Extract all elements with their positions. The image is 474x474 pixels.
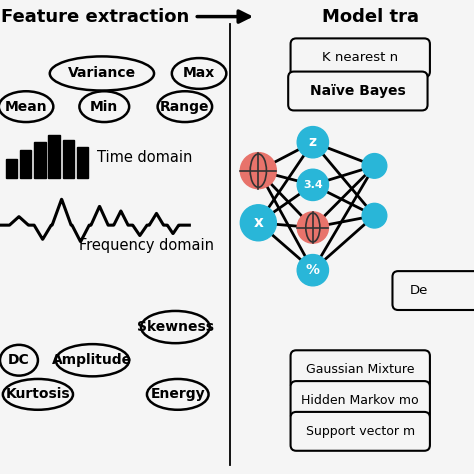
Bar (48, 135, 60, 178)
Text: Mean: Mean (5, 100, 47, 114)
Circle shape (297, 212, 328, 243)
Text: Gaussian Mixture: Gaussian Mixture (306, 363, 414, 376)
Ellipse shape (0, 91, 53, 122)
FancyBboxPatch shape (288, 72, 428, 110)
FancyBboxPatch shape (291, 381, 430, 420)
Circle shape (297, 255, 328, 286)
Bar (6, 159, 17, 178)
Text: K nearest n: K nearest n (322, 51, 398, 64)
Text: Range: Range (160, 100, 210, 114)
Text: DC: DC (8, 353, 30, 367)
Ellipse shape (50, 56, 154, 91)
Bar (34, 142, 46, 178)
Text: %: % (306, 263, 320, 277)
Text: Kurtosis: Kurtosis (6, 387, 70, 401)
Text: x: x (254, 215, 263, 230)
Bar (20, 150, 31, 178)
Text: Max: Max (183, 66, 215, 81)
FancyBboxPatch shape (291, 412, 430, 451)
Text: Amplitude: Amplitude (52, 353, 133, 367)
Ellipse shape (172, 58, 226, 89)
Bar (77, 147, 88, 178)
Circle shape (362, 154, 387, 178)
Text: Variance: Variance (68, 66, 136, 81)
Ellipse shape (55, 344, 129, 376)
Ellipse shape (157, 91, 212, 122)
Ellipse shape (80, 91, 129, 122)
FancyBboxPatch shape (291, 38, 430, 77)
Circle shape (362, 203, 387, 228)
Text: Energy: Energy (150, 387, 205, 401)
Text: z: z (309, 135, 317, 149)
Circle shape (240, 205, 276, 241)
Ellipse shape (0, 345, 38, 375)
Circle shape (297, 127, 328, 158)
Ellipse shape (141, 311, 210, 343)
Text: Frequency domain: Frequency domain (80, 238, 214, 253)
Text: 3.4: 3.4 (303, 180, 323, 190)
Text: Time domain: Time domain (97, 150, 192, 165)
Circle shape (297, 169, 328, 201)
Text: De: De (410, 284, 428, 297)
Circle shape (240, 153, 276, 189)
Bar (63, 140, 74, 178)
Text: Hidden Markov mo: Hidden Markov mo (301, 394, 419, 407)
Text: Model tra: Model tra (322, 8, 419, 26)
FancyBboxPatch shape (392, 271, 474, 310)
Text: Min: Min (90, 100, 118, 114)
FancyBboxPatch shape (291, 350, 430, 389)
Ellipse shape (3, 379, 73, 410)
Ellipse shape (147, 379, 209, 410)
Text: Support vector m: Support vector m (306, 425, 415, 438)
Text: Skewness: Skewness (137, 320, 214, 334)
Text: -  Feature extraction: - Feature extraction (0, 8, 189, 26)
Text: Naïve Bayes: Naïve Bayes (310, 84, 406, 98)
